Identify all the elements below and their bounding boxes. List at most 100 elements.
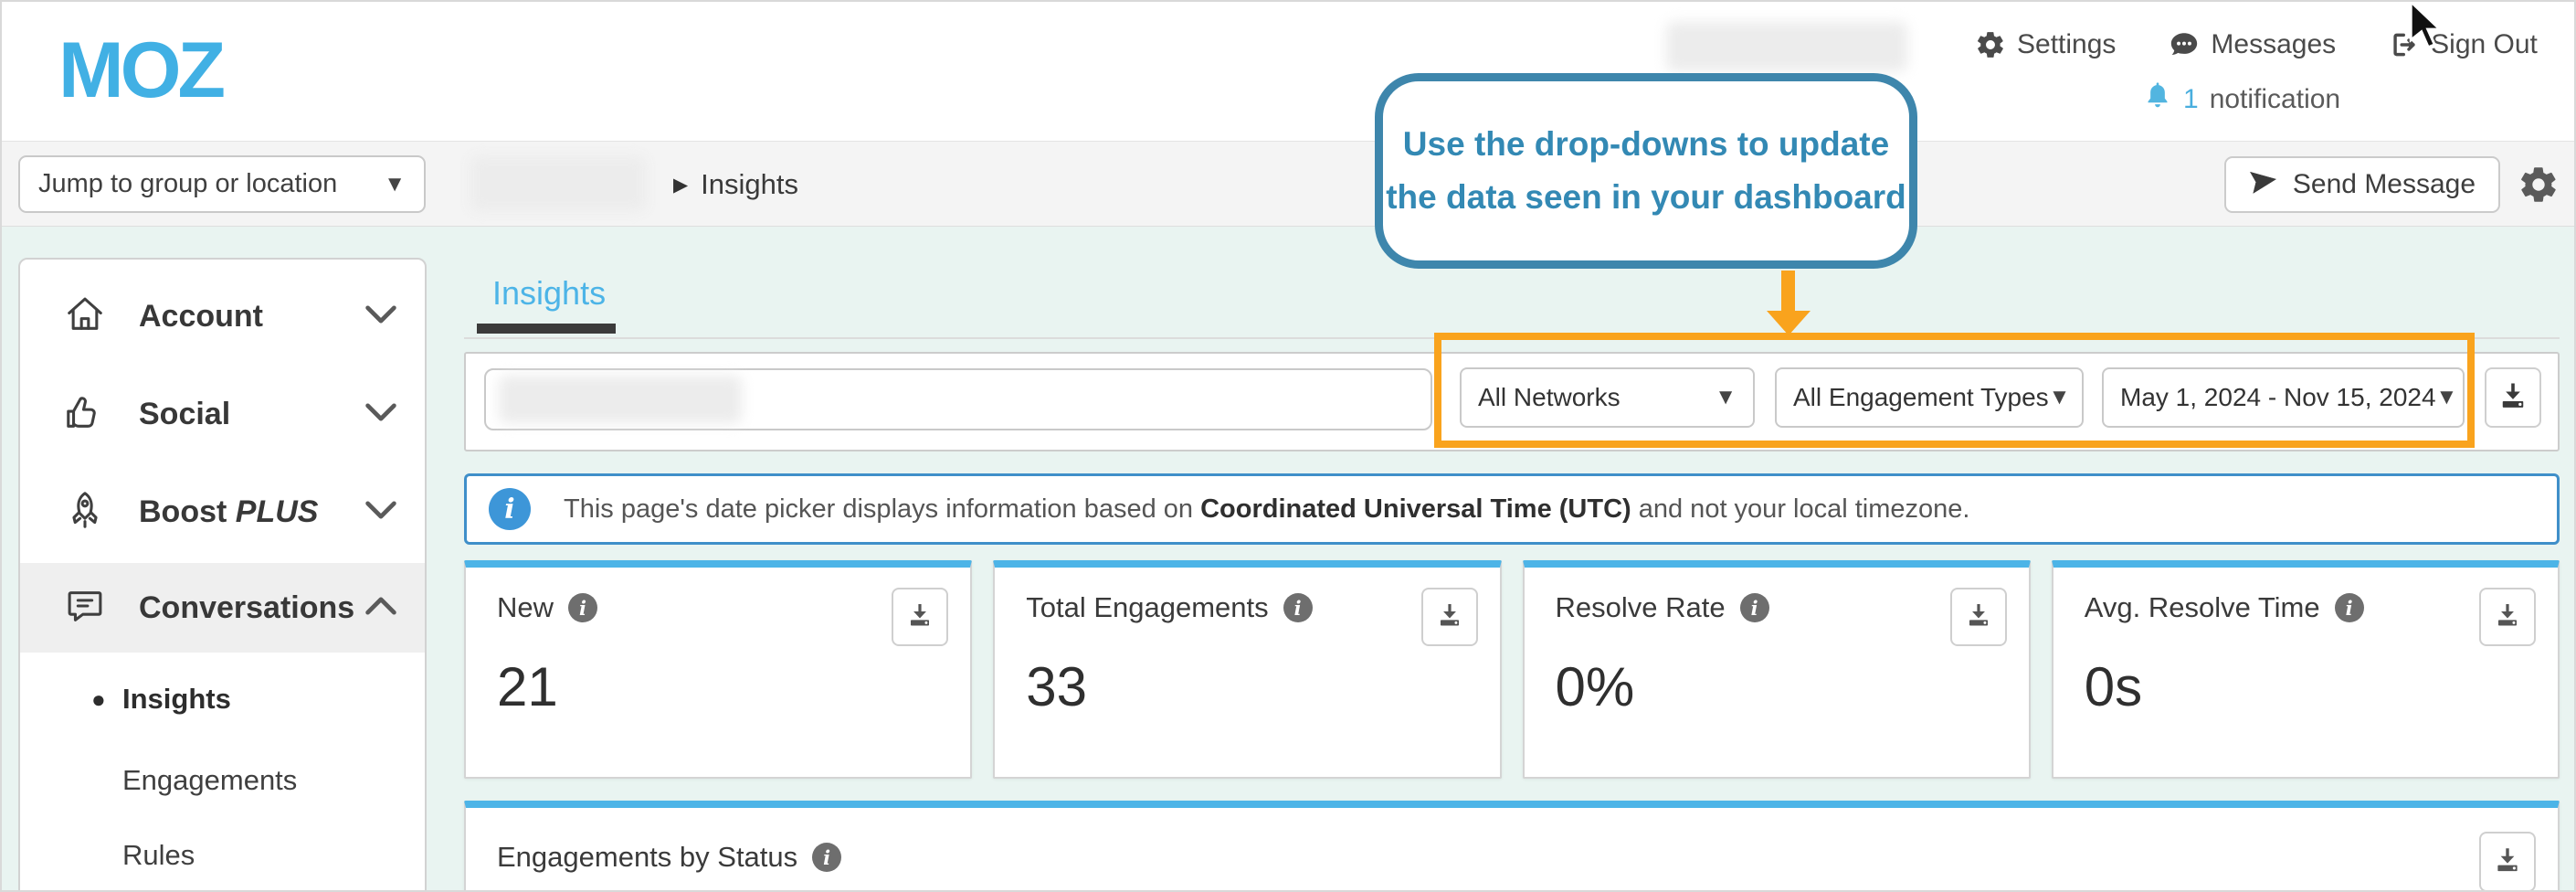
stat-title: Avg. Resolve Time <box>2084 591 2320 623</box>
date-range-value: May 1, 2024 - Nov 15, 2024 <box>2120 383 2436 411</box>
header-nav: Settings Messages Sign Out <box>1975 29 2538 60</box>
plus-badge: PLUS <box>235 494 319 529</box>
moz-logo[interactable]: MOZ <box>58 27 226 114</box>
caret-down-icon: ▼ <box>1715 385 1737 409</box>
sign-out-icon <box>2389 29 2420 60</box>
info-circle-icon[interactable]: i <box>812 843 842 872</box>
download-icon <box>2493 600 2522 634</box>
stat-value: 33 <box>1026 656 1087 717</box>
stat-card-avg-resolve-time: Avg. Resolve Time i 0s <box>2051 560 2560 779</box>
speech-bubble-icon <box>2169 29 2200 60</box>
search-input[interactable] <box>484 368 1432 430</box>
export-filters-button[interactable] <box>2485 367 2541 428</box>
info-circle-icon[interactable]: i <box>1283 593 1313 622</box>
tutorial-arrow-head <box>1767 311 1811 335</box>
utc-notice-text: This page's date picker displays informa… <box>564 494 1970 524</box>
download-icon <box>905 600 934 634</box>
tab-insights[interactable]: Insights <box>492 274 607 312</box>
sidebar-item-label: Social <box>139 397 231 431</box>
network-filter-dropdown[interactable]: All Networks ▼ <box>1460 367 1755 428</box>
export-section-button[interactable] <box>2479 832 2536 890</box>
messages-label: Messages <box>2211 29 2337 59</box>
utc-notice-banner: i This page's date picker displays infor… <box>464 473 2560 545</box>
caret-down-icon: ▼ <box>2048 385 2071 409</box>
stat-card-resolve-rate: Resolve Rate i 0% <box>1522 560 2031 779</box>
chevron-down-icon <box>364 500 397 525</box>
export-stat-button[interactable] <box>1949 588 2007 646</box>
send-message-button[interactable]: Send Message <box>2224 156 2500 213</box>
sidebar-item-label: Boost PLUS <box>139 494 319 529</box>
sidebar-nav: Account Social Boost PLUS <box>18 258 427 890</box>
info-circle-icon: i <box>489 488 531 530</box>
send-message-label: Send Message <box>2292 169 2476 199</box>
sidebar-subitem-insights[interactable]: ● Insights <box>20 660 425 738</box>
stat-card-total-engagements: Total Engagements i 33 <box>993 560 1502 779</box>
chat-square-icon <box>64 585 106 632</box>
sidebar-item-boost-plus[interactable]: Boost PLUS <box>20 463 425 561</box>
sidebar-item-label: Account <box>139 299 263 334</box>
date-range-dropdown[interactable]: May 1, 2024 - Nov 15, 2024 ▼ <box>2102 367 2465 428</box>
stat-value: 0s <box>2084 656 2143 717</box>
redacted-input-value <box>499 376 742 423</box>
breadcrumb-current-label: Insights <box>701 168 798 200</box>
stat-title: New <box>497 591 554 623</box>
sidebar-subitem-engagements[interactable]: Engagements <box>20 740 425 821</box>
network-filter-value: All Networks <box>1478 383 1621 411</box>
export-stat-button[interactable] <box>892 588 949 646</box>
sign-out-link[interactable]: Sign Out <box>2389 29 2538 60</box>
home-icon <box>64 293 106 340</box>
sidebar-subitem-label: Engagements <box>122 764 298 796</box>
stat-value: 0% <box>1555 656 1635 717</box>
thumbs-up-icon <box>64 391 106 438</box>
download-icon <box>2497 379 2529 417</box>
redacted-account-name <box>1666 22 1907 71</box>
engagement-type-filter-value: All Engagement Types <box>1793 383 2049 411</box>
breadcrumb-bar: Jump to group or location ▼ ▶ Insights S… <box>2 141 2574 228</box>
sidebar-item-account[interactable]: Account <box>20 268 425 366</box>
settings-label: Settings <box>2017 29 2117 59</box>
tutorial-callout: Use the drop-downs to update the data se… <box>1375 73 1917 269</box>
sidebar-item-social[interactable]: Social <box>20 366 425 463</box>
messages-link[interactable]: Messages <box>2169 29 2336 60</box>
callout-line1: Use the drop-downs to update <box>1402 125 1890 163</box>
chevron-down-icon <box>364 402 397 427</box>
breadcrumb-arrow-icon: ▶ <box>673 174 689 196</box>
gear-icon <box>1975 29 2006 60</box>
settings-link[interactable]: Settings <box>1975 29 2116 60</box>
sidebar-subitem-label: Rules <box>122 839 195 871</box>
tab-active-underline <box>477 324 616 334</box>
sidebar-subitem-label: Insights <box>122 683 231 715</box>
callout-line2: the data seen in your dashboard <box>1386 178 1906 216</box>
section-title: Engagements by Status <box>497 841 798 873</box>
jump-to-group-select[interactable]: Jump to group or location ▼ <box>18 155 426 213</box>
notification-count: 1 <box>2183 84 2199 114</box>
rocket-icon <box>64 489 106 536</box>
jump-select-label: Jump to group or location <box>38 169 338 198</box>
redacted-location-name <box>470 156 646 211</box>
notification-item[interactable]: 1 notification <box>2143 80 2340 119</box>
info-circle-icon[interactable]: i <box>568 593 598 622</box>
export-stat-button[interactable] <box>1420 588 1478 646</box>
caret-down-icon: ▼ <box>384 171 406 196</box>
breadcrumb: ▶ Insights <box>673 142 798 228</box>
tutorial-arrow <box>1781 271 1795 313</box>
chevron-up-icon <box>364 596 397 621</box>
sidebar-subitem-rules[interactable]: Rules <box>20 815 425 890</box>
bell-icon <box>2143 80 2172 119</box>
sidebar-item-conversations[interactable]: Conversations <box>20 563 425 653</box>
caret-down-icon: ▼ <box>2435 385 2458 409</box>
tab-divider-line <box>464 337 2560 339</box>
info-circle-icon[interactable]: i <box>1739 593 1769 622</box>
download-icon <box>1964 600 1993 634</box>
paper-plane-icon <box>2249 166 2278 203</box>
info-circle-icon[interactable]: i <box>2334 593 2364 622</box>
stat-card-new: New i 21 <box>464 560 973 779</box>
active-bullet-icon: ● <box>91 685 106 713</box>
export-stat-button[interactable] <box>2479 588 2536 646</box>
page-settings-gear-icon[interactable] <box>2518 164 2560 210</box>
stat-title: Resolve Rate <box>1555 591 1726 623</box>
notification-label: notification <box>2209 84 2341 114</box>
engagement-type-filter-dropdown[interactable]: All Engagement Types ▼ <box>1775 367 2084 428</box>
stats-row: New i 21 Total Engagements i 33 Resolve … <box>464 560 2560 779</box>
